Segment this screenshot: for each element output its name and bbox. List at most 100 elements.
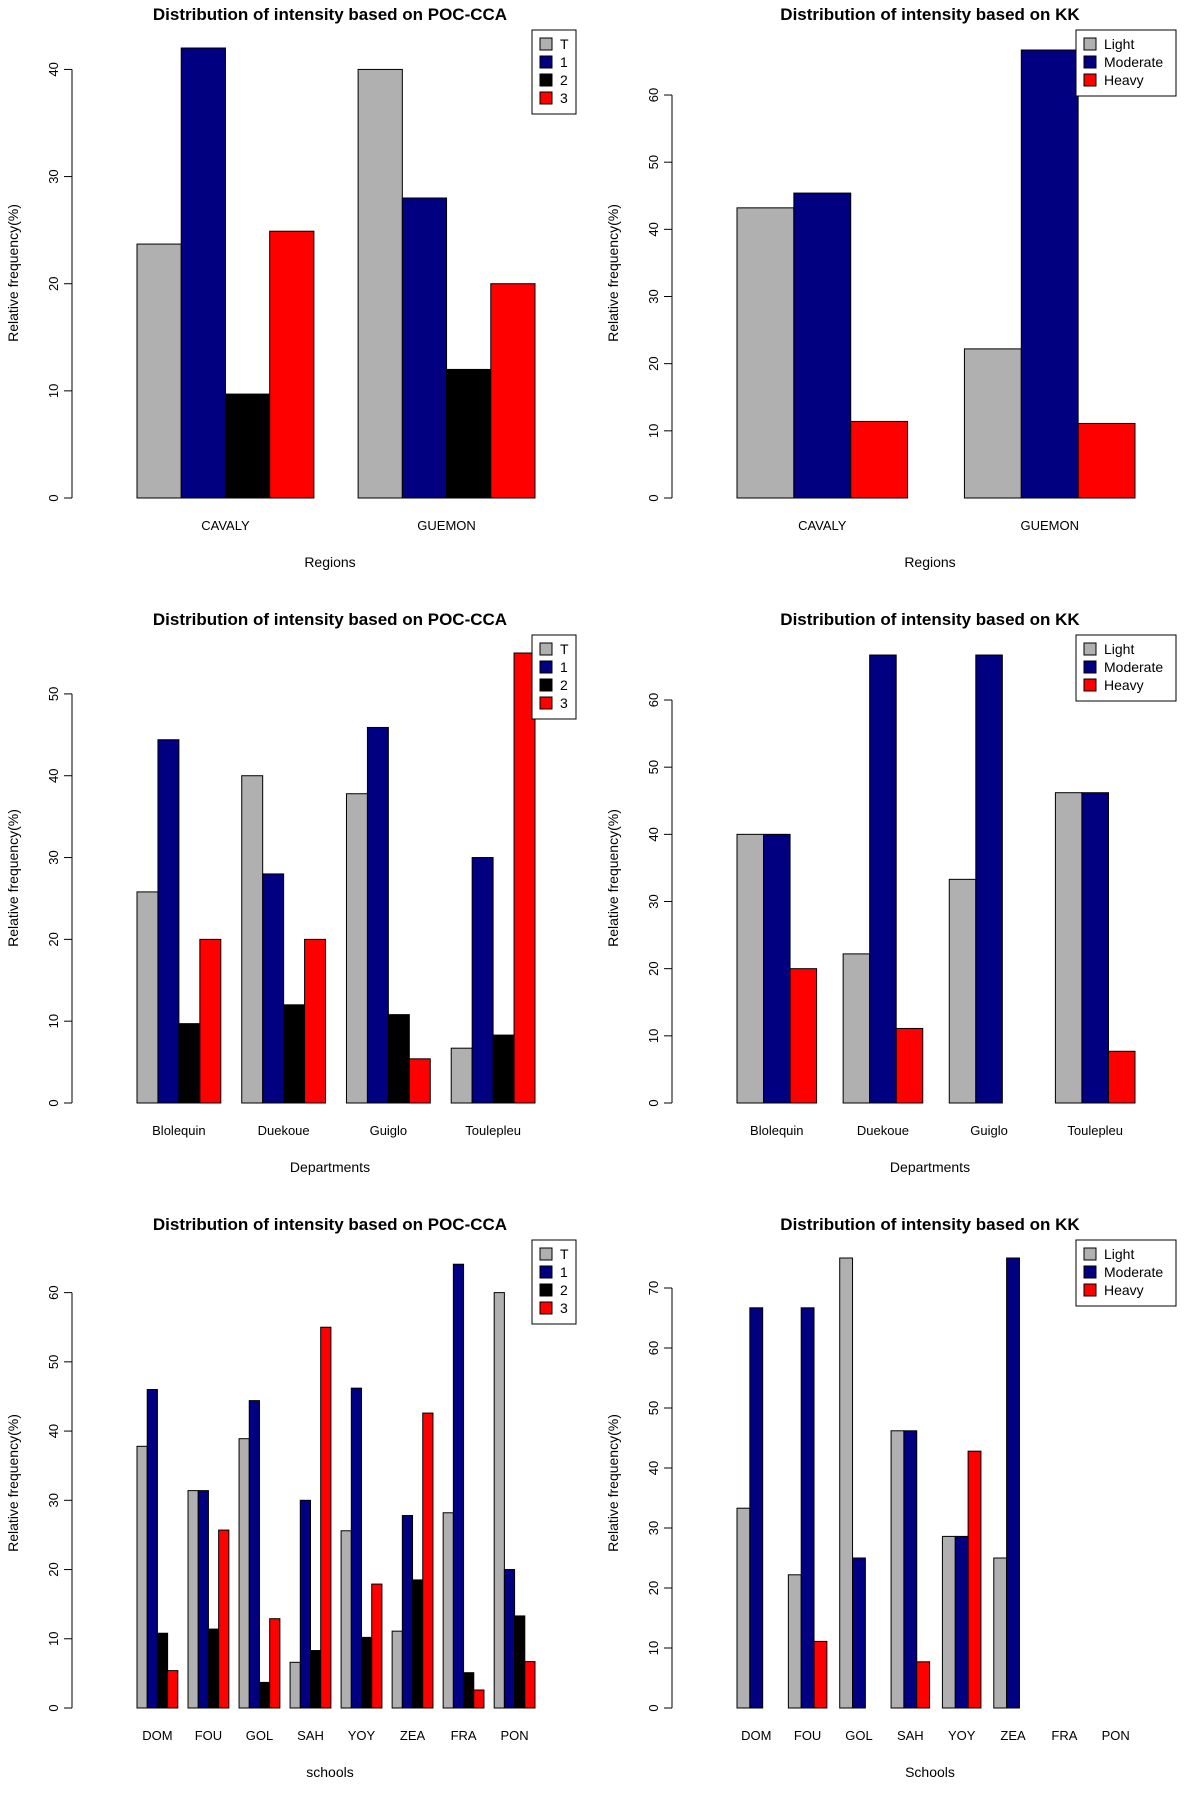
bar-fou-t xyxy=(187,1490,199,1709)
y-tick-label: 40 xyxy=(646,1461,661,1475)
bar-guemon-moderate xyxy=(1020,49,1079,499)
legend-swatch-t xyxy=(539,1247,553,1261)
bar-fra-3 xyxy=(473,1689,485,1709)
bar-dom-moderate xyxy=(749,1307,764,1709)
legend-label: Moderate xyxy=(1104,659,1163,675)
bar-sah-1 xyxy=(299,1499,311,1709)
x-tick-label: GOL xyxy=(246,1728,273,1743)
bar-yoy-moderate xyxy=(954,1535,969,1709)
legend-swatch-1 xyxy=(539,55,553,69)
y-tick-label: 30 xyxy=(46,1493,61,1507)
bar-fou-2 xyxy=(207,1628,220,1709)
bar-guiglo-t xyxy=(345,793,368,1104)
x-tick-label: Guiglo xyxy=(370,1123,408,1138)
bar-blolequin-2 xyxy=(178,1023,201,1104)
bar-blolequin-heavy xyxy=(789,968,818,1104)
bar-toulepleu-t xyxy=(450,1047,473,1104)
x-tick-label: FRA xyxy=(451,1728,477,1743)
bar-toulepleu-heavy xyxy=(1107,1050,1136,1104)
y-tick-label: 30 xyxy=(646,1521,661,1535)
bar-chart-poc-departments: Distribution of intensity based on POC-C… xyxy=(5,610,577,1175)
legend-swatch-2 xyxy=(539,1283,553,1297)
bar-toulepleu-1 xyxy=(471,857,494,1104)
bar-guiglo-2 xyxy=(387,1014,410,1104)
bar-yoy-light xyxy=(941,1535,956,1709)
bar-cavaly-t xyxy=(136,243,182,499)
bar-guemon-heavy xyxy=(1077,422,1136,499)
x-tick-label: GUEMON xyxy=(1020,518,1079,533)
bar-guemon-light xyxy=(963,348,1022,499)
x-tick-label: Guiglo xyxy=(970,1123,1008,1138)
legend-label: 1 xyxy=(560,1264,568,1280)
y-axis-label: Relative frequency(%) xyxy=(5,809,21,947)
bar-yoy-heavy xyxy=(967,1450,982,1709)
legend-label: 3 xyxy=(560,1300,568,1316)
bar-pon-2 xyxy=(514,1615,526,1709)
bar-sah-heavy xyxy=(916,1661,931,1709)
bar-guiglo-moderate xyxy=(975,654,1003,1104)
bar-toulepleu-moderate xyxy=(1081,792,1109,1104)
y-tick-label: 40 xyxy=(46,62,61,76)
bar-fou-heavy xyxy=(813,1640,828,1709)
x-axis-label: schools xyxy=(306,1764,353,1780)
legend-label: 2 xyxy=(560,72,568,88)
bar-chart-kk-departments: Distribution of intensity based on KK 0 10… xyxy=(605,610,1177,1175)
legend-swatch-3 xyxy=(539,91,553,105)
bar-duekoue-moderate xyxy=(869,654,897,1104)
bar-sah-3 xyxy=(320,1326,332,1709)
y-tick-label: 40 xyxy=(646,222,661,236)
x-tick-label: GOL xyxy=(845,1728,872,1743)
bar-yoy-3 xyxy=(371,1583,383,1709)
y-axis-label: Relative frequency(%) xyxy=(5,204,21,342)
legend-swatch-t xyxy=(539,642,553,656)
x-tick-label: SAH xyxy=(897,1728,924,1743)
y-tick-label: 0 xyxy=(646,494,661,501)
y-tick-label: 20 xyxy=(646,961,661,975)
y-tick-label: 0 xyxy=(46,1099,61,1106)
bar-pon-t xyxy=(493,1292,505,1709)
legend-label: 3 xyxy=(560,90,568,106)
chart-panel-poc-regions: Distribution of intensity based on POC-C… xyxy=(0,0,600,605)
legend-swatch-light xyxy=(1083,37,1097,51)
bar-gol-light xyxy=(839,1257,854,1709)
y-tick-label: 20 xyxy=(646,1581,661,1595)
bar-cavaly-light xyxy=(736,207,795,499)
chart-panel-kk-schools: Distribution of intensity based on KK 0 10… xyxy=(600,1210,1200,1815)
y-axis-label: Relative frequency(%) xyxy=(605,1414,621,1552)
y-tick-label: 40 xyxy=(646,827,661,841)
legend-label: Light xyxy=(1104,36,1134,52)
x-tick-label: Blolequin xyxy=(152,1123,206,1138)
y-tick-label: 30 xyxy=(646,894,661,908)
bar-guiglo-light xyxy=(948,878,977,1104)
x-tick-label: FOU xyxy=(794,1728,821,1743)
x-axis-label: Regions xyxy=(904,554,955,570)
y-tick-label: 60 xyxy=(46,1285,61,1299)
x-axis-label: Departments xyxy=(290,1159,370,1175)
bar-chart-kk-regions: Distribution of intensity based on KK 0 10… xyxy=(605,5,1177,570)
bar-chart-kk-schools: Distribution of intensity based on KK 0 10… xyxy=(605,1215,1177,1780)
bar-fou-1 xyxy=(197,1490,209,1709)
y-tick-label: 60 xyxy=(646,1341,661,1355)
bar-toulepleu-light xyxy=(1054,792,1083,1104)
bar-blolequin-3 xyxy=(199,938,222,1104)
y-tick-label: 50 xyxy=(646,760,661,774)
bar-pon-1 xyxy=(503,1569,516,1709)
legend-label: Moderate xyxy=(1104,1264,1163,1280)
y-tick-label: 10 xyxy=(646,424,661,438)
x-tick-label: Duekoue xyxy=(857,1123,909,1138)
bar-gol-2 xyxy=(258,1681,271,1709)
y-tick-label: 0 xyxy=(46,1704,61,1711)
bar-gol-3 xyxy=(269,1618,281,1709)
x-tick-label: YOY xyxy=(948,1728,976,1743)
bar-guemon-3 xyxy=(490,283,536,499)
bar-blolequin-t xyxy=(136,891,159,1104)
bar-fra-1 xyxy=(452,1263,465,1709)
legend-box xyxy=(531,634,577,720)
y-tick-label: 30 xyxy=(646,289,661,303)
y-tick-label: 10 xyxy=(46,1632,61,1646)
bar-fou-light xyxy=(787,1574,802,1709)
y-axis-label: Relative frequency(%) xyxy=(605,809,621,947)
legend-label: 2 xyxy=(560,1282,568,1298)
legend-swatch-moderate xyxy=(1083,1265,1097,1279)
